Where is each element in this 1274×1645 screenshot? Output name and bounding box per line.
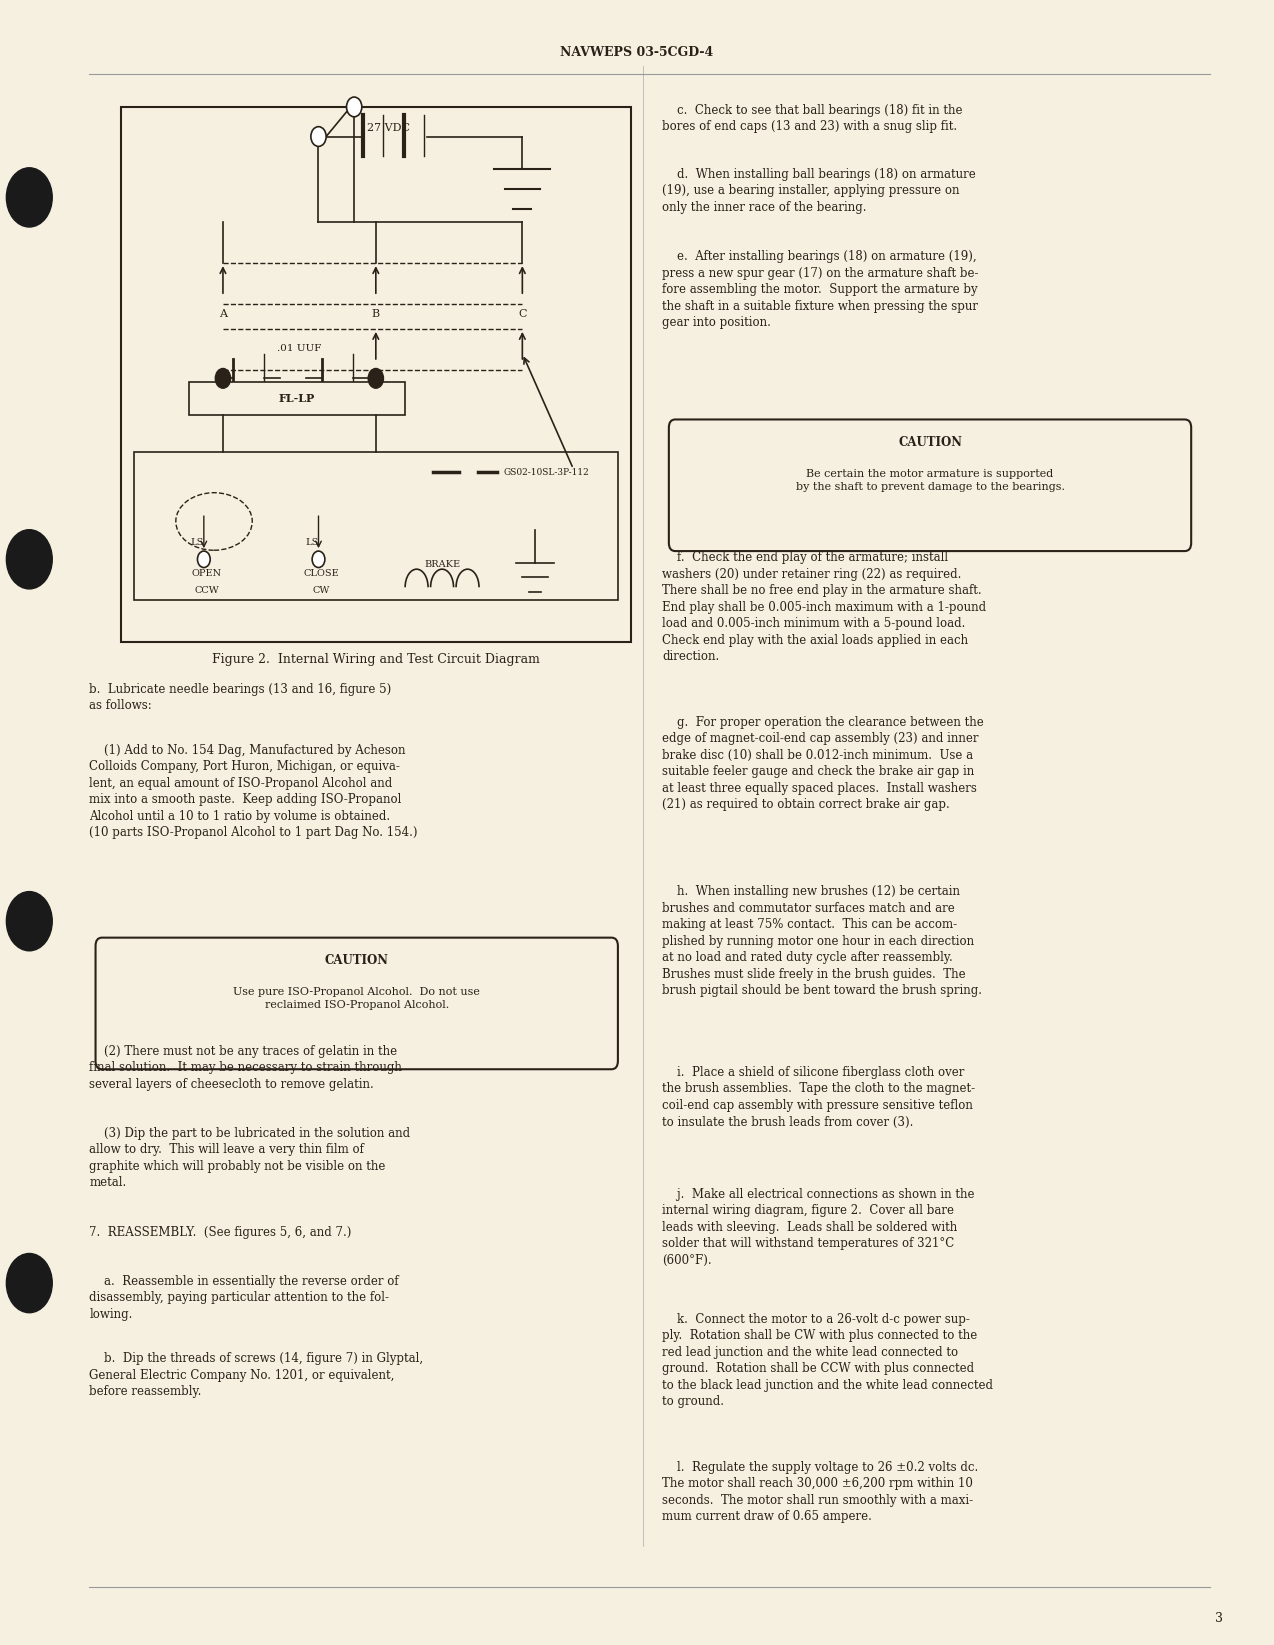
Text: i.  Place a shield of silicone fiberglass cloth over
the brush assemblies.  Tape: i. Place a shield of silicone fiberglass… [662, 1066, 976, 1128]
Text: LS: LS [191, 538, 204, 548]
Text: l.  Regulate the supply voltage to 26 ±0.2 volts dc.
The motor shall reach 30,00: l. Regulate the supply voltage to 26 ±0.… [662, 1461, 978, 1523]
Circle shape [6, 1253, 52, 1313]
Circle shape [368, 368, 383, 388]
Circle shape [6, 892, 52, 951]
Text: CAUTION: CAUTION [898, 436, 962, 449]
Circle shape [197, 551, 210, 568]
Text: d.  When installing ball bearings (18) on armature
(19), use a bearing installer: d. When installing ball bearings (18) on… [662, 168, 976, 214]
Text: C: C [519, 309, 526, 319]
Text: Figure 2.  Internal Wiring and Test Circuit Diagram: Figure 2. Internal Wiring and Test Circu… [211, 653, 540, 666]
Text: Use pure ISO-Propanol Alcohol.  Do not use
reclaimed ISO-Propanol Alcohol.: Use pure ISO-Propanol Alcohol. Do not us… [233, 987, 480, 1010]
Text: .01 UUF: .01 UUF [278, 344, 321, 354]
Circle shape [312, 551, 325, 568]
Circle shape [215, 368, 231, 388]
Text: e.  After installing bearings (18) on armature (19),
press a new spur gear (17) : e. After installing bearings (18) on arm… [662, 250, 978, 329]
Circle shape [311, 127, 326, 146]
Text: FL-LP: FL-LP [279, 393, 315, 403]
Text: CAUTION: CAUTION [325, 954, 389, 967]
Text: g.  For proper operation the clearance between the
edge of magnet-coil-end cap a: g. For proper operation the clearance be… [662, 716, 985, 811]
Text: 7.  REASSEMBLY.  (See figures 5, 6, and 7.): 7. REASSEMBLY. (See figures 5, 6, and 7.… [89, 1226, 352, 1239]
Text: OPEN: OPEN [191, 569, 222, 577]
Text: LS: LS [306, 538, 318, 548]
Text: 3: 3 [1215, 1612, 1223, 1625]
Text: k.  Connect the motor to a 26-volt d-c power sup-
ply.  Rotation shall be CW wit: k. Connect the motor to a 26-volt d-c po… [662, 1313, 994, 1408]
Text: Be certain the motor armature is supported
by the shaft to prevent damage to the: Be certain the motor armature is support… [795, 469, 1065, 492]
FancyBboxPatch shape [96, 938, 618, 1069]
Bar [189, 382, 405, 415]
Text: B: B [372, 309, 380, 319]
Circle shape [347, 97, 362, 117]
Text: b.  Lubricate needle bearings (13 and 16, figure 5)
as follows:: b. Lubricate needle bearings (13 and 16,… [89, 683, 391, 712]
Text: CLOSE: CLOSE [303, 569, 339, 577]
Text: GS02-10SL-3P-112: GS02-10SL-3P-112 [503, 467, 589, 477]
Text: f.  Check the end play of the armature; install
washers (20) under retainer ring: f. Check the end play of the armature; i… [662, 551, 986, 663]
Bar [121, 107, 631, 642]
Circle shape [6, 530, 52, 589]
Text: CCW: CCW [194, 586, 219, 594]
Text: CW: CW [312, 586, 330, 594]
Text: j.  Make all electrical connections as shown in the
internal wiring diagram, fig: j. Make all electrical connections as sh… [662, 1188, 975, 1267]
FancyBboxPatch shape [669, 419, 1191, 551]
Text: A: A [219, 309, 227, 319]
Text: NAVWEPS 03-5CGD-4: NAVWEPS 03-5CGD-4 [561, 46, 713, 59]
Text: h.  When installing new brushes (12) be certain
brushes and commutator surfaces : h. When installing new brushes (12) be c… [662, 885, 982, 997]
Text: (1) Add to No. 154 Dag, Manufactured by Acheson
Colloids Company, Port Huron, Mi: (1) Add to No. 154 Dag, Manufactured by … [89, 744, 418, 839]
Text: c.  Check to see that ball bearings (18) fit in the
bores of end caps (13 and 23: c. Check to see that ball bearings (18) … [662, 104, 963, 133]
Text: (2) There must not be any traces of gelatin in the
final solution.  It may be ne: (2) There must not be any traces of gela… [89, 1045, 403, 1091]
Text: BRAKE: BRAKE [424, 559, 460, 569]
Bar [134, 452, 618, 600]
Text: a.  Reassemble in essentially the reverse order of
disassembly, paying particula: a. Reassemble in essentially the reverse… [89, 1275, 399, 1321]
Text: b.  Dip the threads of screws (14, figure 7) in Glyptal,
General Electric Compan: b. Dip the threads of screws (14, figure… [89, 1352, 423, 1398]
Text: 27 VDC: 27 VDC [367, 123, 410, 133]
Text: (3) Dip the part to be lubricated in the solution and
allow to dry.  This will l: (3) Dip the part to be lubricated in the… [89, 1127, 410, 1189]
Circle shape [6, 168, 52, 227]
